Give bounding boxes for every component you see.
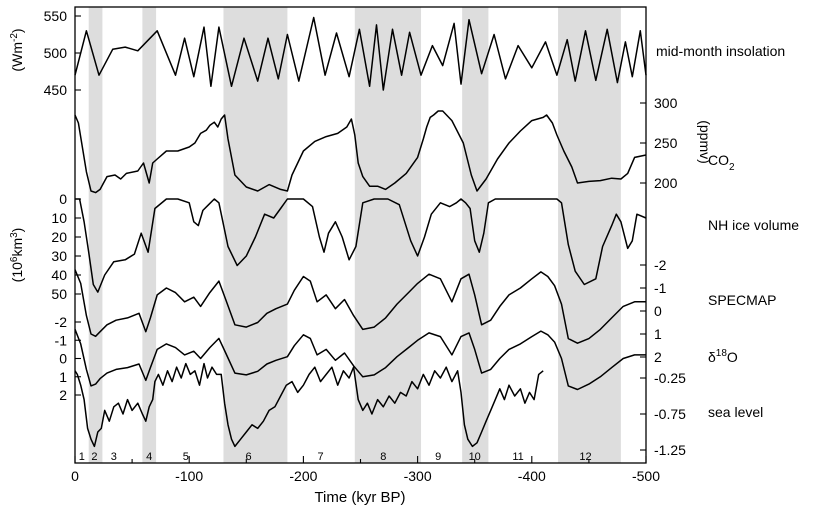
series-curves xyxy=(74,16,647,448)
label-specmap: SPECMAP xyxy=(708,292,776,308)
y-tick-label: 550 xyxy=(44,8,68,24)
stage-label: 1 xyxy=(79,451,85,463)
y-tick-label: 1 xyxy=(654,326,662,342)
y-tick-label: 10 xyxy=(51,210,67,226)
y-tick-label: 0 xyxy=(59,351,67,367)
y-tick-label: 500 xyxy=(44,45,68,61)
x-tick-label: -200 xyxy=(289,468,317,484)
y-tick-label: -2 xyxy=(654,257,667,273)
ice-unit-label: (106km3) xyxy=(9,228,26,283)
series-line-d18o xyxy=(74,329,646,391)
x-tick-label: -300 xyxy=(404,468,432,484)
y-tick-label: -2 xyxy=(55,314,68,330)
y-tick-label: -1.25 xyxy=(654,442,686,458)
x-tick-label: -500 xyxy=(632,468,660,484)
y-tick-label: 2 xyxy=(654,349,662,365)
stage-label: 3 xyxy=(111,451,117,463)
y-tick-label: 30 xyxy=(51,248,67,264)
stage-label: 2 xyxy=(91,451,97,463)
x-axis-title: Time (kyr BP) xyxy=(314,489,405,506)
y-tick-label: 20 xyxy=(51,229,67,245)
glacial-band xyxy=(462,7,489,463)
glacial-band xyxy=(88,7,103,463)
stage-label: 9 xyxy=(435,451,441,463)
y-tick-label: -1 xyxy=(55,332,68,348)
y-tick-label: -1 xyxy=(654,280,667,296)
marine-stage-labels: 1 2 3 4 5 6 7 8 9 10 11 12 xyxy=(79,451,592,463)
stage-label: 8 xyxy=(380,451,386,463)
label-sea-level: sea level xyxy=(708,404,763,420)
y-tick-label: 0 xyxy=(59,191,67,207)
x-tick-label: 0 xyxy=(71,468,79,484)
glacial-bands xyxy=(88,7,621,463)
x-tick-label: -100 xyxy=(175,468,203,484)
y-tick-label: 450 xyxy=(44,82,68,98)
y-tick-label: 50 xyxy=(51,286,67,302)
co2-unit-label: (ppmv) xyxy=(697,120,713,164)
y-tick-label: 1 xyxy=(59,369,67,385)
y-tick-label: 250 xyxy=(654,135,678,151)
stage-label: 6 xyxy=(246,451,252,463)
stage-label: 7 xyxy=(317,451,323,463)
glacial-band xyxy=(354,7,422,463)
series-line-specmap xyxy=(74,269,646,344)
series-line-co2 xyxy=(74,110,647,194)
y-tick-label: -0.75 xyxy=(654,406,686,422)
axis-ticks: 55050045030025020001020304050-2-1012-2-1… xyxy=(44,8,686,484)
glacial-band xyxy=(142,7,157,463)
x-tick-label: -400 xyxy=(518,468,546,484)
glacial-band xyxy=(558,7,621,463)
y-tick-label: 200 xyxy=(654,175,678,191)
stage-label: 11 xyxy=(512,451,523,463)
label-co2: CO2 xyxy=(708,152,735,173)
series-line-insolation xyxy=(74,16,647,91)
label-d18o: δ18O xyxy=(708,348,738,365)
y-tick-label: -0.25 xyxy=(654,370,686,386)
series-line-sealevel xyxy=(74,362,544,448)
stage-label: 12 xyxy=(579,451,591,463)
stage-label: 4 xyxy=(146,451,152,463)
y-tick-label: 40 xyxy=(51,267,67,283)
y-tick-label: 300 xyxy=(654,95,678,111)
series-line-ice xyxy=(75,198,647,293)
label-insolation: mid-month insolation xyxy=(656,43,785,59)
stage-label: 10 xyxy=(469,451,481,463)
label-ice-volume: NH ice volume xyxy=(708,217,799,233)
y-tick-label: 0 xyxy=(654,303,662,319)
stage-label: 5 xyxy=(183,451,189,463)
y-tick-label: 2 xyxy=(59,387,67,403)
insolation-unit-label: (Wm-2) xyxy=(9,28,26,71)
